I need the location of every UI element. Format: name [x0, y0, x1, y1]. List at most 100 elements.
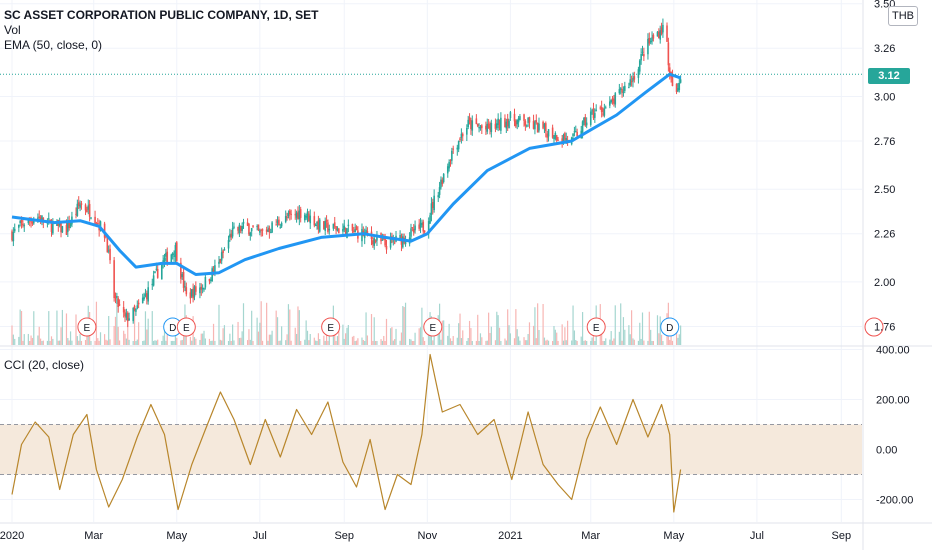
volume-bar: [294, 327, 296, 345]
candle-body: [75, 213, 77, 215]
volume-bar: [287, 304, 290, 345]
candle-body: [478, 127, 480, 129]
volume-bar: [60, 327, 62, 345]
volume-bar: [240, 337, 242, 345]
volume-bar: [639, 322, 641, 345]
volume-bar: [57, 340, 59, 345]
candle-body: [438, 187, 441, 195]
volume-bar: [113, 325, 115, 345]
volume-bar: [181, 339, 183, 345]
cci-tick-label: 200.00: [876, 395, 910, 407]
volume-bar: [327, 340, 329, 345]
candle-body: [523, 114, 525, 121]
volume-bar: [451, 341, 453, 345]
volume-bar: [641, 312, 644, 345]
volume-bar: [202, 333, 204, 345]
volume-bar: [163, 322, 166, 345]
volume-bar: [248, 329, 250, 345]
candle-body: [546, 133, 548, 138]
volume-bar: [443, 320, 445, 345]
volume-bar: [246, 340, 249, 345]
volume-bar: [38, 326, 40, 345]
volume-bar: [562, 340, 565, 345]
earnings-marker[interactable]: E: [586, 317, 606, 337]
earnings-marker[interactable]: E: [176, 317, 196, 337]
candle-body: [452, 148, 455, 150]
indicator-ema-label[interactable]: EMA (50, close, 0): [4, 38, 103, 52]
candle-body: [200, 286, 203, 290]
candle-body: [431, 202, 434, 209]
candle-body: [456, 147, 459, 150]
candle-body: [223, 249, 226, 251]
volume-bar: [257, 331, 260, 345]
candle-body: [487, 123, 490, 129]
candle-body: [532, 120, 535, 129]
candle-body: [536, 122, 539, 133]
volume-bar: [361, 337, 363, 345]
candle-body: [373, 238, 376, 246]
symbol-title[interactable]: SC ASSET CORPORATION PUBLIC COMPANY, 1D,…: [4, 8, 319, 22]
candle-body: [524, 121, 527, 126]
candle-body: [679, 79, 682, 83]
dividend-marker[interactable]: D: [660, 317, 680, 337]
candle-body: [192, 288, 194, 299]
candle-body: [485, 125, 487, 130]
volume-bar: [305, 320, 307, 345]
volume-bar: [223, 325, 226, 345]
marker-label: E: [429, 323, 436, 334]
volume-bar: [146, 329, 148, 345]
volume-bar: [180, 340, 182, 345]
volume-bar: [84, 340, 87, 345]
candle-body: [633, 76, 636, 80]
candle-body: [114, 297, 117, 299]
candle-body: [90, 217, 92, 219]
volume-bar: [65, 313, 68, 345]
candle-body: [468, 117, 471, 121]
candle-body: [486, 123, 489, 132]
earnings-marker[interactable]: [864, 317, 884, 337]
earnings-marker[interactable]: E: [321, 317, 341, 337]
candle-body: [233, 226, 235, 228]
candle-body: [323, 221, 325, 229]
candle-body: [451, 150, 453, 161]
volume-bar: [459, 313, 461, 345]
volume-bar: [603, 340, 605, 345]
volume-bar: [78, 340, 80, 345]
volume-bar: [249, 339, 251, 345]
earnings-marker[interactable]: E: [77, 317, 97, 337]
candle-body: [651, 37, 653, 42]
indicator-cci-label[interactable]: CCI (20, close): [4, 358, 85, 372]
volume-bar: [500, 340, 502, 345]
currency-badge[interactable]: THB: [888, 6, 918, 26]
x-tick-label: May: [166, 530, 187, 542]
volume-bar: [605, 338, 607, 345]
volume-bar: [151, 311, 153, 345]
candle-body: [278, 219, 280, 226]
candle-body: [618, 89, 621, 94]
earnings-marker[interactable]: E: [423, 317, 443, 337]
candle-body: [30, 221, 32, 223]
candle-body: [166, 251, 169, 264]
volume-bar: [458, 323, 460, 345]
candle-body: [535, 120, 538, 123]
indicator-vol-label[interactable]: Vol: [4, 23, 21, 37]
volume-bar: [300, 340, 302, 345]
candle-body: [69, 223, 72, 226]
volume-bar: [613, 338, 615, 345]
candle-body: [271, 222, 273, 233]
volume-bar: [628, 325, 630, 345]
volume-bar: [651, 340, 653, 345]
volume-bar: [117, 326, 119, 345]
volume-bar: [324, 340, 326, 345]
volume-bar: [662, 340, 664, 345]
candle-body: [189, 292, 192, 299]
volume-bar: [376, 340, 378, 345]
candle-body: [49, 219, 51, 222]
candle-body: [210, 279, 212, 281]
volume-bar: [98, 340, 100, 345]
candle-body: [203, 288, 205, 290]
candle-body: [528, 117, 531, 123]
